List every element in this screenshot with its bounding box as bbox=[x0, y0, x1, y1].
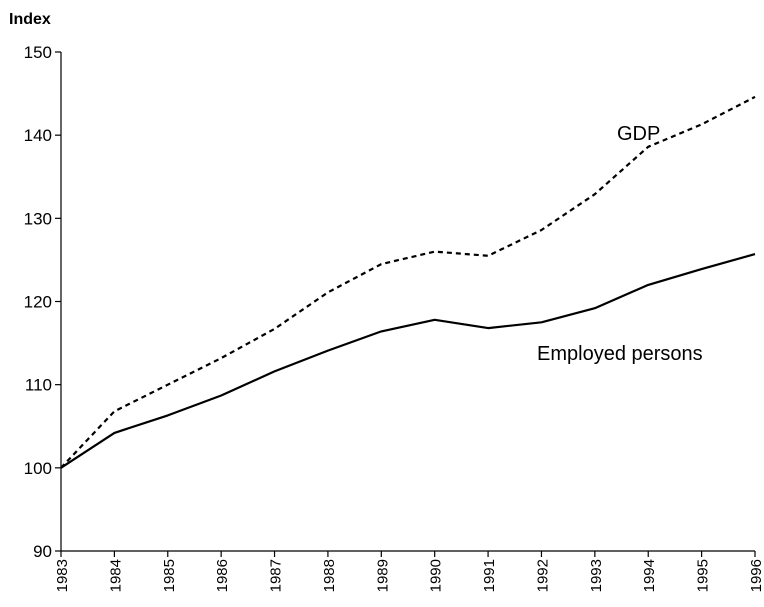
x-axis-ticks: 1983 1984 1985 1986 1987 1988 1989 1990 1991 1992… bbox=[54, 551, 764, 592]
x-tick-label: 1987 bbox=[268, 559, 285, 592]
x-tick-label: 1988 bbox=[321, 559, 338, 592]
series-label-employed-persons: Employed persons bbox=[537, 343, 703, 365]
x-tick-label: 1992 bbox=[534, 559, 551, 592]
series-line-gdp bbox=[61, 97, 755, 468]
x-tick-label: 1986 bbox=[214, 559, 231, 592]
y-axis-title: Index bbox=[9, 11, 51, 28]
x-tick-label: 1993 bbox=[588, 559, 605, 592]
x-tick-label: 1985 bbox=[161, 559, 178, 592]
x-tick-label: 1989 bbox=[374, 559, 391, 592]
y-tick-label: 140 bbox=[24, 126, 52, 145]
series-labels: GDP Employed persons bbox=[537, 123, 703, 365]
y-tick-label: 90 bbox=[33, 542, 52, 561]
x-tick-label: 1996 bbox=[748, 559, 764, 592]
y-tick-label: 120 bbox=[24, 293, 52, 312]
x-tick-label: 1983 bbox=[54, 559, 71, 592]
x-tick-label: 1990 bbox=[428, 559, 445, 592]
x-tick-label: 1991 bbox=[481, 559, 498, 592]
y-tick-label: 130 bbox=[24, 209, 52, 228]
x-tick-label: 1984 bbox=[107, 559, 124, 592]
series-layer bbox=[61, 97, 755, 468]
y-tick-label: 110 bbox=[25, 376, 52, 395]
y-axis-ticks: 90 100 110 120 130 140 150 bbox=[24, 43, 61, 561]
y-tick-label: 100 bbox=[24, 459, 52, 478]
x-tick-label: 1994 bbox=[641, 559, 658, 592]
x-tick-label: 1995 bbox=[695, 559, 712, 592]
y-tick-label: 150 bbox=[24, 43, 52, 62]
series-label-gdp: GDP bbox=[617, 123, 660, 145]
